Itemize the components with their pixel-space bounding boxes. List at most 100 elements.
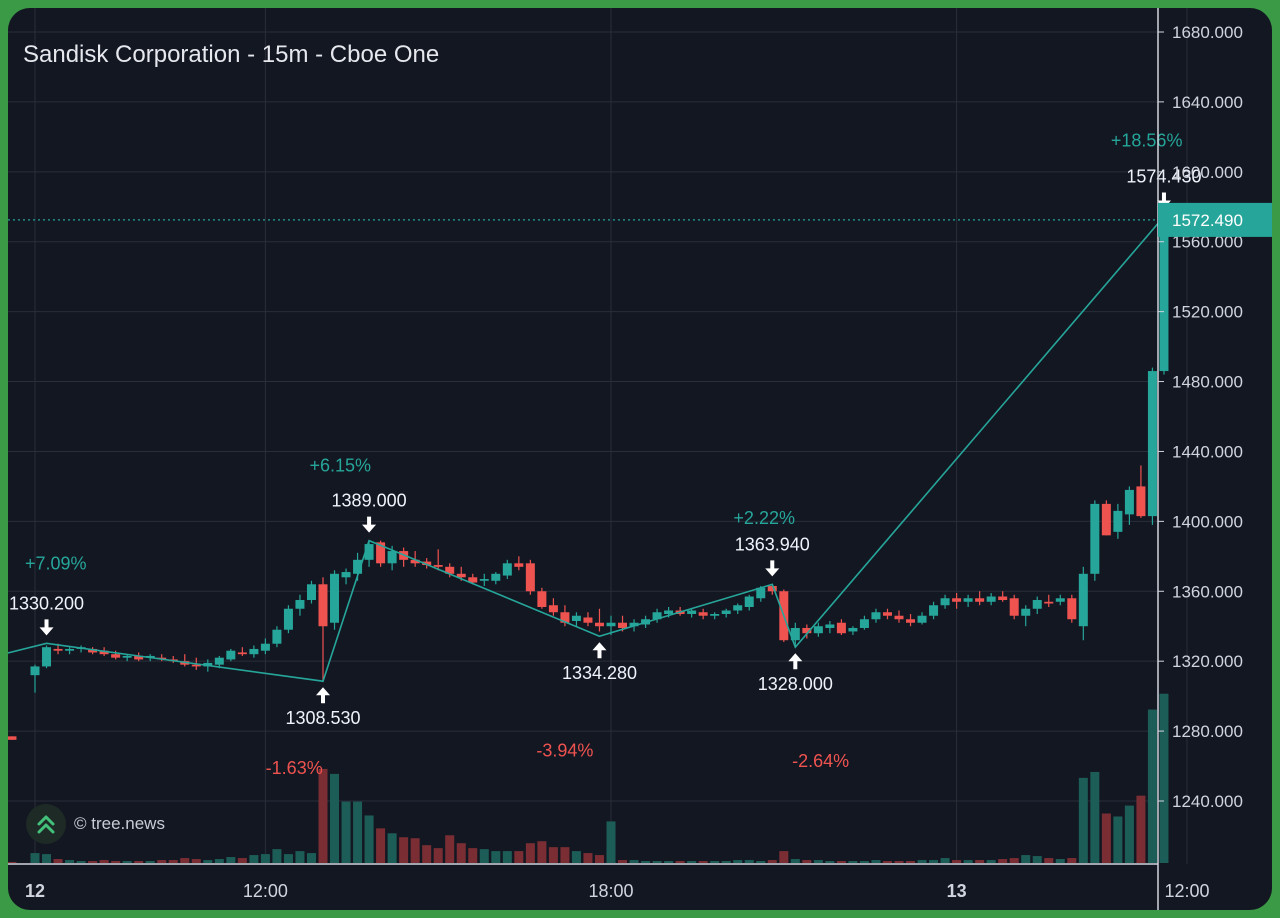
candle-series <box>8 217 1169 740</box>
candle-body <box>560 612 570 623</box>
candle-body <box>214 657 224 665</box>
percent-change-label: -1.63% <box>266 758 323 778</box>
volume-bar <box>767 860 777 863</box>
candle-body <box>687 610 697 614</box>
candle <box>479 573 489 587</box>
volume-bar <box>514 851 524 863</box>
candle-body <box>825 624 835 628</box>
volume-bar <box>168 860 178 863</box>
candle <box>1124 486 1134 525</box>
candle-body <box>998 596 1008 601</box>
pivot-high: 1363.940 <box>735 534 810 577</box>
y-axis-ticks: 1680.000 1640.000 1600.000 1560.000 1520.000… <box>1158 23 1243 811</box>
candle <box>30 664 40 693</box>
volume-bar <box>145 861 155 863</box>
volume-bar <box>779 851 789 863</box>
candle-body <box>42 647 52 667</box>
candle-body <box>88 648 98 653</box>
volume-bar <box>180 858 190 863</box>
y-tick-label: 1240.000 <box>1172 792 1243 811</box>
arrow-up-icon <box>592 642 607 659</box>
candle <box>295 594 305 616</box>
candle-body <box>940 598 950 606</box>
chart-title: Sandisk Corporation - 15m - Cboe One <box>23 41 440 68</box>
candle <box>1101 500 1111 536</box>
candle-body <box>952 598 962 602</box>
candle <box>272 626 282 648</box>
volume-bar <box>318 768 328 863</box>
volume-bar <box>456 843 466 863</box>
volume-bar <box>237 858 247 863</box>
candle <box>859 615 869 630</box>
candle <box>998 591 1008 602</box>
candle-body <box>836 622 846 634</box>
arrow-down-icon <box>362 516 377 533</box>
volume-bar <box>410 838 420 863</box>
pivot-labels: 1330.200 1308.530 1389.000 1334.280 1363.940… <box>9 167 1202 729</box>
candle-body <box>1124 489 1134 515</box>
arrow-up-icon <box>788 653 803 670</box>
candle-body <box>571 615 581 621</box>
volume-bar <box>122 861 132 863</box>
candle-body <box>1044 601 1054 604</box>
candle-body <box>721 610 731 614</box>
candle-body <box>514 563 524 567</box>
watermark-text: © tree.news <box>74 814 165 833</box>
candle-body <box>963 598 973 602</box>
candle <box>963 594 973 608</box>
candle-body <box>525 563 535 592</box>
candle-body <box>882 612 892 616</box>
candle <box>260 638 270 655</box>
volume-bar <box>203 860 213 863</box>
volume-bar <box>260 854 270 863</box>
candle <box>1078 566 1088 641</box>
volume-bar <box>1021 855 1031 863</box>
candle <box>445 563 455 578</box>
chart-canvas[interactable]: 1330.200 1308.530 1389.000 1334.280 1363.940… <box>8 8 1272 910</box>
volume-bar <box>422 845 432 863</box>
volume-bar <box>675 861 685 863</box>
candle <box>606 615 616 635</box>
candle-body <box>583 617 593 623</box>
y-tick-label: 1480.000 <box>1172 373 1243 392</box>
candle-body <box>1159 220 1169 372</box>
candle <box>491 572 501 585</box>
volume-bar <box>341 801 351 863</box>
arrow-up-icon <box>316 687 330 704</box>
candle-body <box>410 559 420 564</box>
volume-bar <box>76 861 86 863</box>
candle <box>1136 465 1146 518</box>
candle <box>1159 217 1169 375</box>
candle <box>1009 594 1019 620</box>
candle <box>929 601 939 620</box>
candle <box>733 603 743 614</box>
candle <box>1147 367 1157 525</box>
volume-bar <box>1159 693 1169 863</box>
candle <box>813 622 823 637</box>
volume-bar <box>353 801 363 863</box>
volume-bar <box>548 847 558 863</box>
candle-body <box>929 605 939 616</box>
candle-body <box>986 596 996 602</box>
candle <box>226 648 236 662</box>
candle <box>802 624 812 639</box>
pivot-high: 1389.000 <box>332 491 407 533</box>
candle <box>917 612 927 625</box>
volume-bar <box>1101 813 1111 863</box>
candle-body <box>975 598 985 602</box>
candle-body <box>906 619 916 623</box>
volume-bar <box>664 861 674 863</box>
candle <box>940 594 950 609</box>
candle <box>283 605 293 634</box>
candle <box>882 608 892 620</box>
candle <box>341 568 351 585</box>
candle-body <box>1032 600 1042 609</box>
candle <box>514 556 524 571</box>
candle-body <box>698 612 708 616</box>
candle-body <box>8 736 17 740</box>
volume-bar <box>813 860 823 863</box>
volume-bar <box>1113 816 1123 863</box>
candle-body <box>318 584 328 627</box>
candle <box>906 613 916 627</box>
